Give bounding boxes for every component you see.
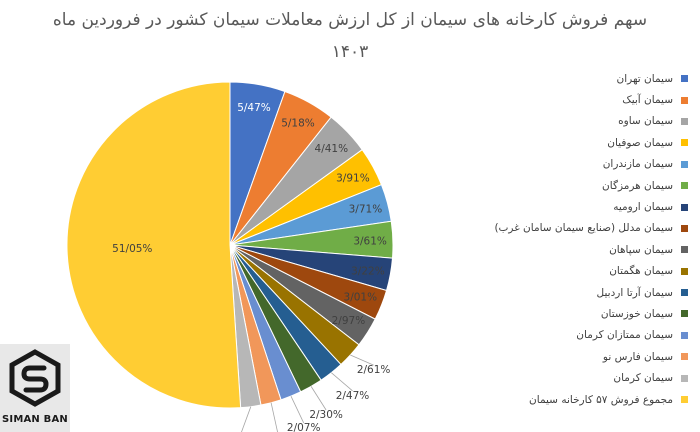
logo-hexagon-icon xyxy=(9,349,61,407)
legend-label: سیمان هرمزگان xyxy=(602,179,673,192)
legend-label: مجموع فروش ۵۷ کارخانه سیمان xyxy=(529,393,673,406)
legend-swatch xyxy=(681,224,688,232)
pie-slices xyxy=(66,81,394,409)
legend-item: سیمان کرمان xyxy=(488,367,688,388)
data-label: 2/30% xyxy=(309,409,343,421)
simanban-logo: SIMAN BAN xyxy=(0,344,70,432)
legend-swatch xyxy=(681,139,688,147)
legend-swatch xyxy=(681,331,688,339)
legend-label: سیمان صوفیان xyxy=(607,136,673,149)
legend-label: سیمان آبیک xyxy=(622,94,673,107)
legend-swatch xyxy=(681,396,688,404)
chart-title: سهم فروش کارخانه های سیمان از کل ارزش مع… xyxy=(52,10,648,62)
data-label: 2/61% xyxy=(357,364,391,376)
data-label: 2/47% xyxy=(336,390,370,402)
legend-label: سیمان کرمان xyxy=(613,372,673,385)
legend-swatch xyxy=(681,182,688,190)
legend-item: سیمان ارومیه xyxy=(488,196,688,217)
legend-item: سیمان سپاهان xyxy=(488,239,688,260)
legend-swatch xyxy=(681,96,688,104)
leader-lines xyxy=(241,354,374,432)
legend-item: سیمان مازندران xyxy=(488,154,688,175)
leader-line xyxy=(290,396,305,424)
legend-label: سیمان هگمتان xyxy=(609,265,673,278)
legend-label: سیمان تهران xyxy=(616,72,673,85)
leader-line xyxy=(310,386,327,411)
legend-swatch xyxy=(681,75,688,83)
legend-item: سیمان آرتا اردبیل xyxy=(488,282,688,303)
legend-item: سیمان فارس نو xyxy=(488,346,688,367)
legend-label: سیمان ارومیه xyxy=(613,201,673,214)
legend-label: سیمان ساوه xyxy=(618,115,673,128)
legend-label: سیمان فارس نو xyxy=(602,350,673,363)
legend-label: سیمان مدلل (صنایع سیمان سامان غرب) xyxy=(494,222,673,235)
legend-label: سیمان ممتازان کرمان xyxy=(576,329,673,342)
legend-item: سیمان خوزستان xyxy=(488,303,688,324)
leader-line xyxy=(350,354,374,366)
legend-item: سیمان هگمتان xyxy=(488,261,688,282)
chart-legend: سیمان تهران سیمان آبیک سیمان ساوه سیمان صوف… xyxy=(488,68,688,410)
pie-slice xyxy=(66,81,242,409)
legend-swatch xyxy=(681,203,688,211)
legend-label: سیمان سپاهان xyxy=(609,243,673,256)
legend-item: سیمان مدلل (صنایع سیمان سامان غرب) xyxy=(488,218,688,239)
data-label: 2/97% xyxy=(332,315,366,327)
leader-line xyxy=(241,406,252,432)
data-label: 4/41% xyxy=(315,143,349,155)
legend-swatch xyxy=(681,246,688,254)
legend-item: سیمان تهران xyxy=(488,68,688,89)
data-label: 3/22% xyxy=(351,265,385,277)
data-labels: 5/47% 5/18% 4/41% 3/91% 3/71% 3/61% 3/22% 3/01%… xyxy=(112,102,390,432)
leader-line xyxy=(331,372,353,392)
data-label: 51/05% xyxy=(112,243,152,255)
legend-swatch xyxy=(681,117,688,125)
legend-label: سیمان خوزستان xyxy=(600,307,673,320)
legend-item: سیمان ساوه xyxy=(488,111,688,132)
legend-item: سیمان هرمزگان xyxy=(488,175,688,196)
legend-swatch xyxy=(681,374,688,382)
data-label: 3/61% xyxy=(353,235,387,247)
logo-text: SIMAN BAN xyxy=(2,414,68,425)
legend-swatch xyxy=(681,289,688,297)
legend-swatch xyxy=(681,310,688,318)
data-label: 5/47% xyxy=(237,102,271,114)
data-label: 3/71% xyxy=(349,204,383,216)
leader-line xyxy=(270,402,278,432)
legend-label: سیمان آرتا اردبیل xyxy=(596,286,673,299)
legend-item: سیمان صوفیان xyxy=(488,132,688,153)
legend-item: سیمان آبیک xyxy=(488,89,688,110)
data-label: 2/07% xyxy=(287,422,321,432)
legend-item: سیمان ممتازان کرمان xyxy=(488,325,688,346)
legend-item: مجموع فروش ۵۷ کارخانه سیمان xyxy=(488,389,688,410)
legend-swatch xyxy=(681,160,688,168)
legend-label: سیمان مازندران xyxy=(602,158,673,171)
data-label: 3/91% xyxy=(336,173,370,185)
data-label: 5/18% xyxy=(281,117,315,129)
legend-swatch xyxy=(681,267,688,275)
data-label: 3/01% xyxy=(344,292,378,304)
legend-swatch xyxy=(681,353,688,361)
